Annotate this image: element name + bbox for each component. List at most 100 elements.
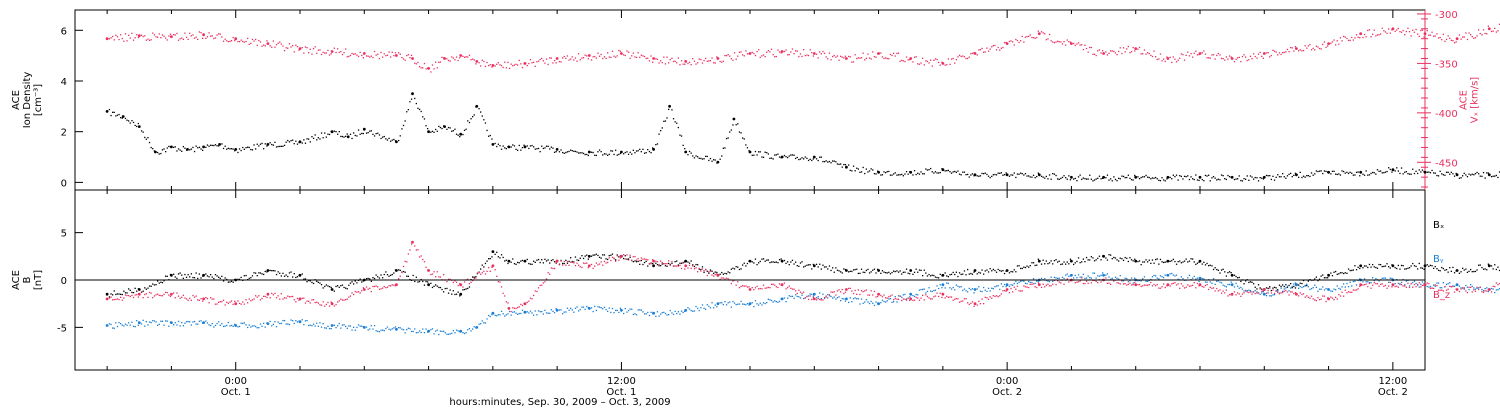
ion-density-dot xyxy=(1132,179,1134,181)
velocity-x-dot xyxy=(907,59,909,61)
velocity-x-point xyxy=(459,54,463,57)
velocity-x-dot xyxy=(423,62,426,65)
by-dot xyxy=(1015,280,1017,283)
ion-density-dot xyxy=(541,145,543,147)
bx-dot xyxy=(552,259,554,261)
by-dot xyxy=(770,299,773,302)
bz-dot xyxy=(398,278,400,280)
bx-dot xyxy=(118,293,120,295)
ion-density-dot xyxy=(664,120,667,122)
bz-dot xyxy=(719,278,721,280)
by-dot xyxy=(1397,282,1399,285)
velocity-x-dot xyxy=(521,66,524,69)
ion-density-dot xyxy=(877,170,879,172)
by-dot xyxy=(730,306,732,308)
bx-dot xyxy=(925,272,927,274)
velocity-x-dot xyxy=(671,57,673,59)
bz-dot xyxy=(679,264,681,266)
velocity-x-dot xyxy=(1336,40,1338,42)
ion-density-point xyxy=(298,140,302,144)
bx-dot xyxy=(987,271,990,273)
velocity-x-dot xyxy=(1439,36,1441,39)
bx-dot xyxy=(229,281,231,283)
velocity-x-dot xyxy=(697,62,699,64)
bz-dot xyxy=(624,258,626,260)
ion-density-dot xyxy=(264,143,266,145)
velocity-x-dot xyxy=(349,54,352,57)
velocity-x-dot xyxy=(1373,29,1375,31)
by-dot xyxy=(1028,280,1030,283)
bz-dot xyxy=(1341,291,1343,293)
by-dot xyxy=(1355,284,1358,286)
bz-dot xyxy=(852,292,855,295)
bz-dot xyxy=(455,281,458,283)
ion-density-dot xyxy=(719,158,721,160)
bx-dot xyxy=(1034,264,1036,267)
bx-dot xyxy=(1114,257,1117,259)
ion-density-dot xyxy=(1355,171,1358,173)
bx-point xyxy=(1230,273,1234,277)
ion-density-dot xyxy=(626,151,628,153)
velocity-x-dot xyxy=(208,32,210,34)
bz-dot xyxy=(660,260,662,262)
bx-dot xyxy=(880,272,882,274)
velocity-x-dot xyxy=(801,55,803,58)
by-dot xyxy=(500,310,503,312)
ion-density-dot xyxy=(613,153,615,156)
velocity-x-dot xyxy=(308,52,310,54)
by-dot xyxy=(711,302,713,304)
ion-density-dot xyxy=(1032,174,1035,176)
bx-dot xyxy=(950,273,953,275)
bz-dot xyxy=(788,285,790,287)
velocity-x-point xyxy=(491,64,495,67)
velocity-x-dot xyxy=(210,35,212,37)
bz-dot xyxy=(658,263,660,266)
velocity-x-dot xyxy=(957,56,959,58)
ion-density-dot xyxy=(455,133,458,135)
by-dot xyxy=(1233,286,1236,288)
velocity-x-dot xyxy=(949,63,951,65)
by-dot xyxy=(404,332,406,334)
velocity-x-dot xyxy=(277,42,279,44)
bx-dot xyxy=(836,269,839,271)
bx-dot xyxy=(206,275,209,277)
ion-density-dot xyxy=(1434,172,1436,174)
by-dot xyxy=(767,298,769,300)
by-dot xyxy=(1020,280,1022,282)
velocity-x-dot xyxy=(1034,37,1036,39)
velocity-x-dot xyxy=(213,37,215,40)
by-dot xyxy=(134,326,136,328)
bz-dot xyxy=(1304,296,1306,298)
ion-density-dot xyxy=(1288,173,1290,175)
bz-dot xyxy=(1378,285,1380,287)
by-dot xyxy=(116,325,119,328)
velocity-x-dot xyxy=(259,41,262,43)
by-dot xyxy=(1354,280,1356,282)
velocity-x-dot xyxy=(1482,29,1485,31)
bx-dot xyxy=(383,273,385,276)
velocity-x-dot xyxy=(663,56,665,58)
by-dot xyxy=(1341,286,1343,288)
velocity-x-point xyxy=(411,57,414,60)
by-dot xyxy=(891,301,893,303)
by-dot xyxy=(1433,284,1435,286)
bz-dot xyxy=(907,297,909,299)
by-dot xyxy=(181,322,183,324)
bx-dot xyxy=(1193,261,1195,263)
ion-density-dot xyxy=(120,117,122,119)
bz-dot xyxy=(161,295,164,297)
velocity-x-dot xyxy=(1158,58,1160,60)
velocity-x-dot xyxy=(1381,27,1383,29)
bx-dot xyxy=(221,275,223,277)
velocity-x-dot xyxy=(860,57,863,59)
by-dot xyxy=(488,314,490,317)
bx-dot xyxy=(1171,260,1173,262)
by-dot xyxy=(629,308,631,310)
by-dot xyxy=(994,286,996,288)
ion-density-dot xyxy=(112,111,114,113)
bz-dot xyxy=(1421,284,1424,287)
velocity-x-dot xyxy=(124,33,127,35)
ion-density-dot xyxy=(1161,177,1163,179)
by-dot xyxy=(452,330,454,332)
